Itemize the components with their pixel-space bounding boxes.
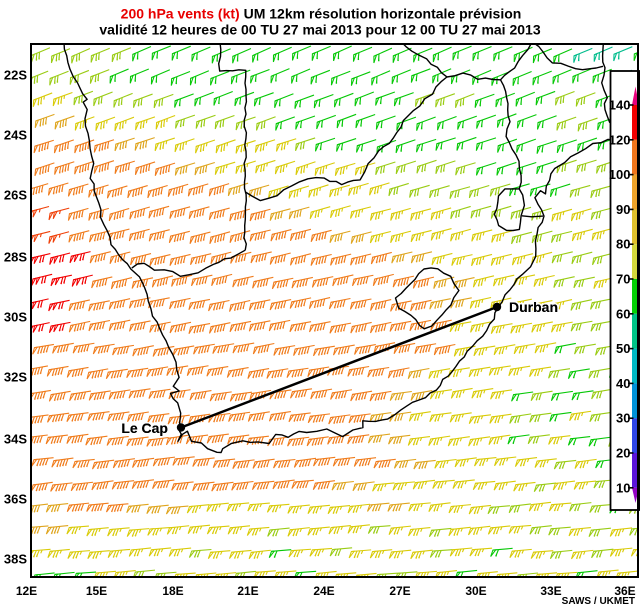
svg-text:Le Cap: Le Cap (121, 420, 168, 436)
svg-text:22S: 22S (4, 68, 27, 83)
svg-text:140: 140 (609, 98, 631, 113)
svg-text:28S: 28S (4, 250, 27, 265)
svg-text:Durban: Durban (509, 299, 558, 315)
svg-text:24S: 24S (4, 128, 27, 143)
svg-text:120: 120 (609, 132, 631, 147)
svg-text:Durban: Durban (509, 299, 558, 315)
svg-text:50: 50 (616, 341, 630, 356)
svg-text:30S: 30S (4, 310, 27, 325)
svg-text:SAWS / UKMET: SAWS / UKMET (562, 596, 635, 607)
svg-text:10: 10 (616, 480, 630, 495)
svg-text:100: 100 (609, 167, 631, 182)
svg-text:200 hPa vents (kt) UM 12km rés: 200 hPa vents (kt) UM 12km résolution ho… (121, 6, 522, 22)
svg-text:90: 90 (616, 202, 630, 217)
svg-text:Le Cap: Le Cap (121, 420, 168, 436)
svg-text:30: 30 (616, 411, 630, 426)
svg-text:36E: 36E (614, 584, 635, 598)
svg-text:34S: 34S (4, 432, 27, 447)
svg-text:60: 60 (616, 306, 630, 321)
svg-text:21E: 21E (237, 584, 258, 598)
svg-text:12E: 12E (16, 584, 37, 598)
svg-text:20: 20 (616, 446, 630, 461)
svg-text:27E: 27E (389, 584, 410, 598)
svg-text:36S: 36S (4, 492, 27, 507)
svg-text:26S: 26S (4, 188, 27, 203)
svg-text:15E: 15E (86, 584, 107, 598)
svg-text:80: 80 (616, 237, 630, 252)
svg-text:70: 70 (616, 272, 630, 287)
svg-text:40: 40 (616, 376, 630, 391)
svg-text:18E: 18E (162, 584, 183, 598)
svg-text:24E: 24E (313, 584, 334, 598)
svg-text:38S: 38S (4, 552, 27, 567)
svg-text:30E: 30E (465, 584, 486, 598)
svg-text:33E: 33E (540, 584, 561, 598)
svg-text:validité 12 heures de 00 TU 27: validité 12 heures de 00 TU 27 mai 2013 … (99, 22, 540, 38)
svg-text:32S: 32S (4, 370, 27, 385)
